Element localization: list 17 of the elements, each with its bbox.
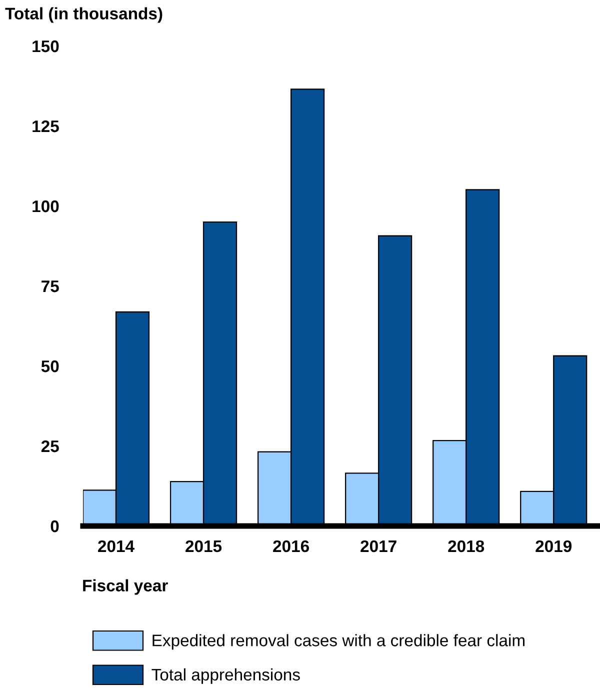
legend-label: Expedited removal cases with a credible fear claim — [152, 634, 524, 650]
y-tick-label: 25 — [41, 440, 59, 452]
y-tick-label: 150 — [32, 40, 59, 52]
x-tick-label: 2014 — [98, 540, 134, 552]
y-tick-label: 0 — [50, 520, 59, 532]
y-tick-label: 125 — [32, 120, 59, 132]
x-axis-title: Fiscal year — [83, 579, 168, 595]
y-tick-label: 100 — [32, 200, 59, 212]
y-tick-label: 75 — [42, 280, 59, 292]
x-tick-label: 2016 — [273, 540, 309, 552]
x-tick-label: 2019 — [536, 540, 572, 552]
legend-label: Total apprehensions — [152, 668, 300, 684]
x-tick-label: 2018 — [448, 540, 484, 552]
y-tick-label: 50 — [41, 360, 59, 372]
y-axis-title: Total (in thousands) — [5, 7, 162, 23]
x-tick-label: 2017 — [360, 540, 396, 552]
x-tick-label: 2015 — [186, 540, 222, 552]
